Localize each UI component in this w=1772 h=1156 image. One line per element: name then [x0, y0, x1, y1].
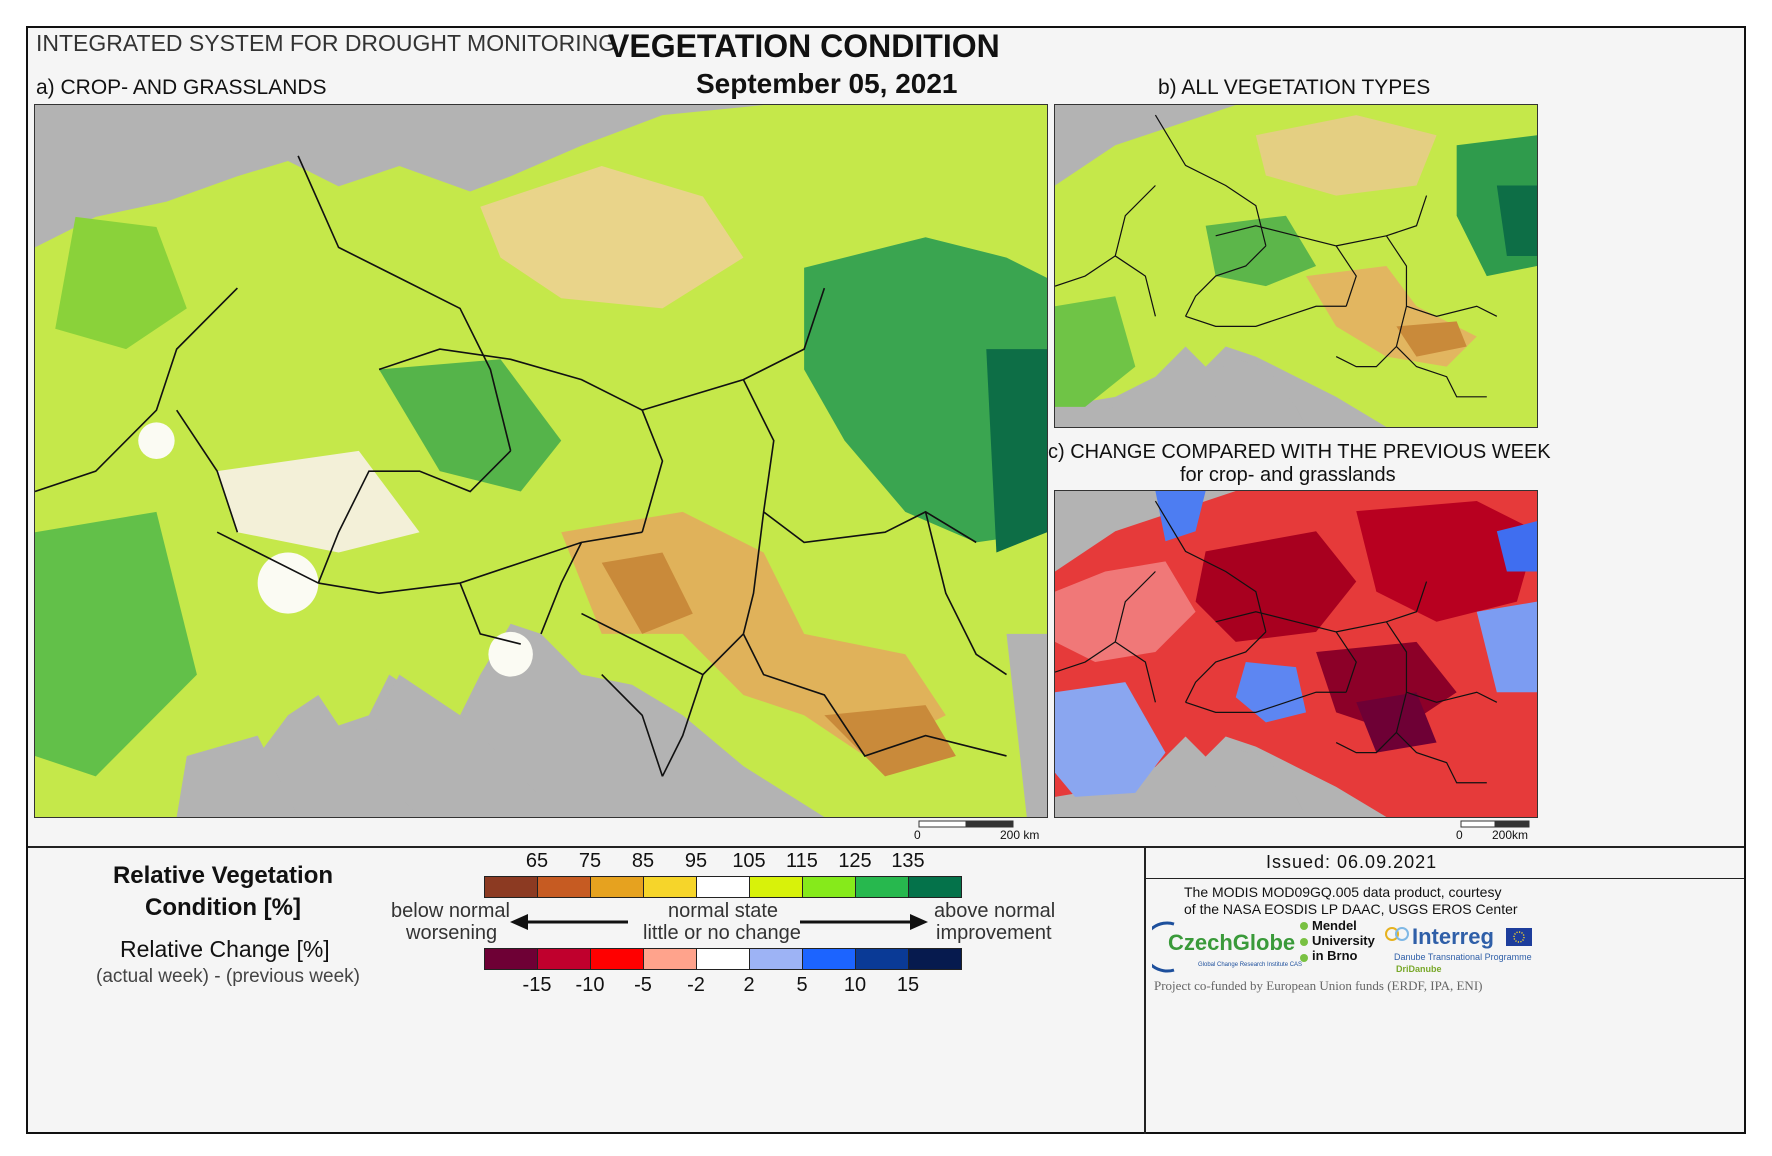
panel-c-label: c) CHANGE COMPARED WITH THE PREVIOUS WEE… [1048, 441, 1551, 463]
condition-cell [855, 876, 909, 898]
change-cell [643, 948, 697, 970]
condition-tick: 125 [838, 850, 872, 872]
change-tick: 5 [796, 974, 808, 996]
map-crop-grasslands [34, 104, 1048, 818]
panel-a-label: a) CROP- AND GRASSLANDS [36, 76, 327, 99]
panel-c-sublabel: for crop- and grasslands [1180, 464, 1396, 486]
condition-tick: 105 [732, 850, 766, 872]
interreg-name: Interreg [1412, 924, 1494, 949]
right-arrow-icon [800, 914, 928, 935]
condition-tick: 85 [631, 850, 655, 872]
change-cell [749, 948, 803, 970]
left-arrow-svg [510, 914, 628, 930]
condition-cell [696, 876, 750, 898]
scalebar-small-svg [1460, 820, 1530, 828]
interreg-logo-icon [1384, 922, 1414, 951]
interreg-sub2: DriDanube [1396, 964, 1442, 974]
rc-title: Relative Change [%] [120, 936, 330, 962]
czechglobe-sub: Global Change Research Institute CAS [1198, 962, 1303, 968]
below-normal-label: below normal [391, 900, 510, 922]
scalebar-main-start: 0 [914, 828, 921, 842]
czechglobe-name: CzechGlobe [1168, 930, 1296, 955]
change-cell [537, 948, 591, 970]
legend-top-divider [28, 846, 1744, 848]
change-cell [484, 948, 538, 970]
change-cell [802, 948, 856, 970]
condition-tick: 115 [786, 850, 818, 872]
date-title: September 05, 2021 [696, 68, 958, 99]
scalebar-small [1460, 820, 1530, 828]
map-c-svg [1055, 491, 1537, 817]
condition-cell [908, 876, 962, 898]
condition-cell [749, 876, 803, 898]
panel-b-label: b) ALL VEGETATION TYPES [1158, 76, 1431, 99]
normal-state-label: normal state [668, 900, 779, 922]
condition-tick: 75 [578, 850, 602, 872]
change-cell [590, 948, 644, 970]
condition-tick: 135 [891, 850, 925, 872]
map-all-vegetation [1054, 104, 1538, 428]
main-title: VEGETATION CONDITION [608, 28, 1000, 64]
change-tick: 10 [843, 974, 867, 996]
eu-flag-svg [1506, 928, 1532, 946]
condition-cell [802, 876, 856, 898]
above-normal-label: above normal [934, 900, 1056, 922]
change-tick: -15 [522, 974, 552, 996]
scalebar-small-end: 200km [1492, 828, 1529, 842]
map-b-svg [1055, 105, 1537, 427]
change-tick: -10 [575, 974, 605, 996]
issued-divider [1146, 878, 1744, 879]
mendel-logo-icon [1296, 920, 1316, 969]
legend-vertical-divider [1144, 848, 1146, 1134]
rc-subtitle: (actual week) - (previous week) [96, 966, 360, 987]
change-tick: 15 [896, 974, 920, 996]
funding-footer: Project co-funded by European Union fund… [1154, 978, 1483, 993]
issued-date: Issued: 06.09.2021 [1266, 852, 1438, 872]
mendel-dots-svg [1300, 922, 1308, 962]
condition-cell [484, 876, 538, 898]
rvc-title: Relative Vegetation Condition [%] [112, 862, 334, 921]
map-weekly-change [1054, 490, 1538, 818]
condition-tick: 95 [684, 850, 708, 872]
change-tick: -5 [634, 974, 652, 996]
condition-cell [537, 876, 591, 898]
mendel-name: Mendel University in Brno [1312, 918, 1375, 963]
change-tick: -2 [687, 974, 705, 996]
change-cell [696, 948, 750, 970]
right-arrow-svg [800, 914, 928, 930]
condition-tick: 65 [525, 850, 549, 872]
credits-line1: The MODIS MOD09GQ.005 data product, cour… [1184, 884, 1502, 900]
scalebar-main [918, 820, 1014, 828]
scalebar-main-svg [918, 820, 1014, 828]
scalebar-small-start: 0 [1456, 828, 1463, 842]
map-a-svg [35, 105, 1047, 817]
change-cell [855, 948, 909, 970]
change-tick: 2 [743, 974, 755, 996]
improvement-label: improvement [936, 922, 1052, 944]
interreg-sub1: Danube Transnational Programme [1394, 952, 1532, 962]
scalebar-main-end: 200 km [1000, 828, 1040, 842]
condition-cell [643, 876, 697, 898]
interreg-mark-svg [1385, 927, 1409, 941]
credits-line2: of the NASA EOSDIS LP DAAC, USGS EROS Ce… [1184, 901, 1518, 917]
change-cell [908, 948, 962, 970]
figure-frame: INTEGRATED SYSTEM FOR DROUGHT MONITORING… [26, 26, 1746, 1134]
left-arrow-icon [510, 914, 628, 935]
condition-cell [590, 876, 644, 898]
system-title: INTEGRATED SYSTEM FOR DROUGHT MONITORING [36, 30, 617, 56]
worsening-label: worsening [406, 922, 498, 944]
no-change-label: little or no change [643, 922, 801, 944]
eu-flag-icon [1506, 928, 1532, 951]
